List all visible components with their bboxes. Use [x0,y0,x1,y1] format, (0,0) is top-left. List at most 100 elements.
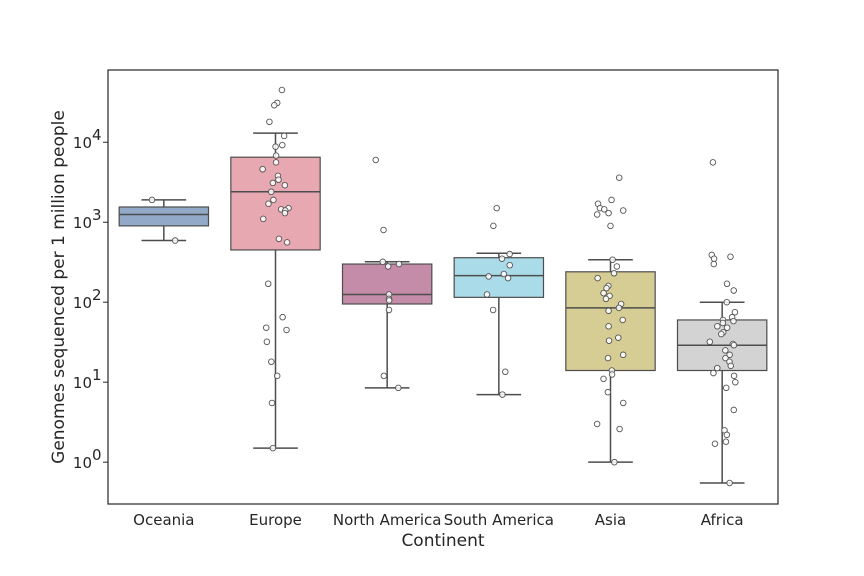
data-point [610,270,618,277]
data-point [615,304,623,312]
y-tick-exponent: 0 [92,446,102,464]
y-tick-exponent: 4 [92,126,102,144]
data-point [260,215,267,223]
data-point [616,425,623,433]
data-point [502,368,509,376]
data-point [372,156,379,164]
data-point [602,295,610,303]
x-tick-label: Oceania [133,511,194,529]
data-point [268,399,276,407]
box-iqr [230,156,321,251]
data-point [283,326,290,334]
data-point [593,420,601,428]
x-tick-label: South America [444,511,554,529]
data-point [619,207,627,214]
data-point [279,313,286,321]
data-point [730,341,738,349]
plot-area [107,69,779,505]
data-point [268,358,275,366]
data-point [607,222,614,230]
data-point [266,118,273,126]
data-point [726,351,733,359]
data-point [385,306,393,314]
data-point [264,280,272,288]
data-point [601,206,608,213]
box-iqr [118,206,210,227]
data-point [608,196,615,204]
data-point [714,323,721,330]
data-point [726,479,733,487]
data-point [483,291,491,298]
data-point [604,354,612,362]
data-point [273,372,281,380]
data-point [722,354,729,362]
data-point [727,253,734,261]
data-point [619,316,626,324]
data-point [730,317,737,325]
y-tick-label: 10 [73,294,92,312]
data-point [171,237,179,244]
data-point [279,141,286,149]
data-point [263,338,271,346]
data-point [608,371,616,378]
data-point [723,298,731,306]
data-point [269,444,277,452]
y-tick-base: 10 [73,374,92,392]
data-point [600,375,607,383]
data-point [719,319,727,327]
data-point [722,347,729,354]
x-tick-label: Europe [249,511,302,529]
y-tick-exponent: 1 [92,366,102,384]
x-tick-label: Asia [595,511,626,529]
data-point [603,284,610,292]
y-tick-label: 10 [73,214,92,232]
y-tick-label: 10 [73,454,92,472]
data-point [380,372,388,380]
data-point [710,260,718,268]
y-tick-exponent: 3 [92,206,102,224]
data-point [710,369,717,377]
data-point [499,391,506,398]
data-point [709,159,717,166]
data-point [600,289,607,297]
data-point [283,239,291,246]
data-point [385,297,393,304]
data-point [594,274,601,282]
data-point [731,308,739,316]
data-point [262,324,270,331]
data-point [605,307,612,315]
data-point [490,222,497,230]
data-point [619,351,627,359]
data-point [498,255,506,262]
data-point [506,261,513,269]
box-group [341,156,433,392]
data-point [615,334,622,341]
data-point [706,338,714,346]
data-point [722,438,730,446]
data-point [604,388,612,396]
x-axis-title: Continent [401,531,484,551]
y-tick-label: 10 [73,134,92,152]
data-point [278,86,286,94]
data-point [718,330,725,338]
y-tick-base: 10 [73,214,92,232]
x-tick-label: Africa [701,511,744,529]
data-point [593,211,601,218]
data-point [605,209,612,217]
data-point [395,260,403,268]
data-point [272,152,280,159]
y-tick-base: 10 [73,134,92,152]
data-point [615,174,623,181]
data-point [269,179,277,187]
data-point [730,372,738,380]
y-tick-label: 10 [73,374,92,392]
box-group [230,86,321,452]
data-point [271,101,278,109]
data-point [395,384,402,392]
data-point [259,165,266,173]
y-axis-title: Genomes sequenced per 1 million people [49,110,69,464]
data-point [613,263,621,270]
data-point [730,287,737,294]
